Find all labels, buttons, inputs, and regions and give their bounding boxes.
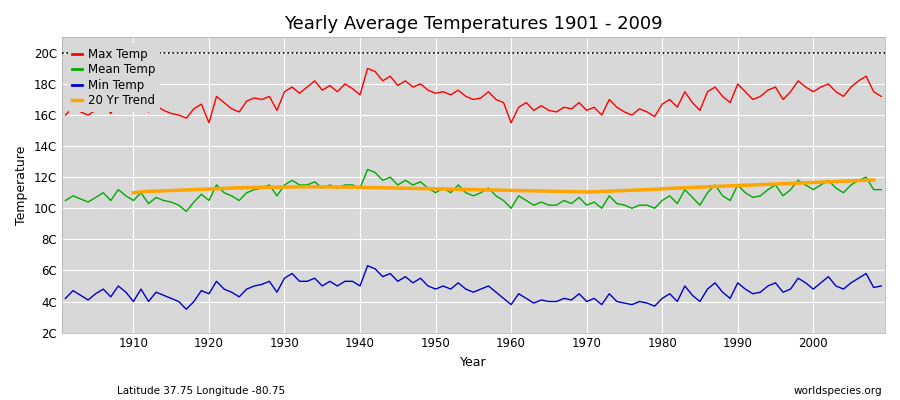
Legend: Max Temp, Mean Temp, Min Temp, 20 Yr Trend: Max Temp, Mean Temp, Min Temp, 20 Yr Tre… [68, 43, 159, 112]
Text: Latitude 37.75 Longitude -80.75: Latitude 37.75 Longitude -80.75 [117, 386, 285, 396]
Y-axis label: Temperature: Temperature [15, 145, 28, 225]
X-axis label: Year: Year [460, 356, 487, 369]
Text: worldspecies.org: worldspecies.org [794, 386, 882, 396]
Title: Yearly Average Temperatures 1901 - 2009: Yearly Average Temperatures 1901 - 2009 [284, 15, 662, 33]
